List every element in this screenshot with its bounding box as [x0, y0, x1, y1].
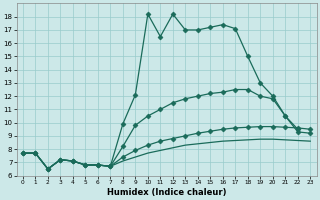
X-axis label: Humidex (Indice chaleur): Humidex (Indice chaleur): [107, 188, 226, 197]
